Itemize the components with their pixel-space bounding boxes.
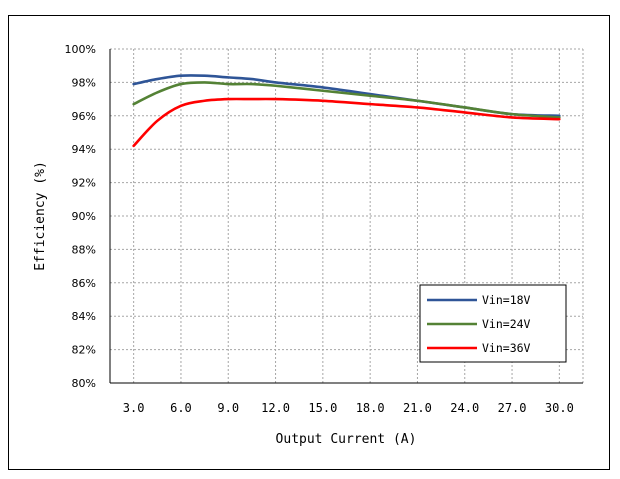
y-tick-label: 96% [72,110,96,123]
x-tick-label: 27.0 [498,401,527,415]
y-tick-label: 88% [72,243,96,256]
x-tick-label: 30.0 [545,401,574,415]
y-tick-label: 80% [72,377,96,390]
x-axis-label: Output Current (A) [276,432,417,447]
series-line-vin-24v [132,81,561,119]
x-tick-label: 21.0 [403,401,432,415]
legend-label-vin-36v: Vin=36V [482,341,531,355]
x-tick-label: 24.0 [450,401,479,415]
x-tick-labels: 3.0 6.0 9.0 12.0 15.0 18.0 21.0 24.0 27.0 30.0 [123,401,574,415]
grid [110,48,584,383]
legend: Vin=18V Vin=24V Vin=36V [419,284,567,363]
y-tick-label: 92% [72,177,96,190]
y-tick-label: 84% [72,310,96,323]
x-tick-label: 9.0 [217,401,239,415]
y-tick-label: 86% [72,277,96,290]
legend-label-vin-24v: Vin=24V [482,317,531,331]
y-tick-labels: 80% 82% 84% 86% 88% 90% 92% 94% 96% 98% 100% [65,43,96,390]
legend-label-vin-18v: Vin=18V [482,293,531,307]
x-tick-label: 18.0 [356,401,385,415]
y-axis-label: Efficiency (%) [33,161,48,271]
y-tick-label: 82% [72,344,96,357]
x-tick-label: 6.0 [170,401,192,415]
y-tick-label: 94% [72,143,96,156]
y-tick-label: 98% [72,76,96,89]
figure-frame [8,15,610,470]
axes [109,49,583,384]
y-tick-label: 90% [72,210,96,223]
x-tick-label: 3.0 [123,401,145,415]
x-tick-label: 12.0 [261,401,290,415]
series-line-vin-36v [132,97,561,148]
x-tick-label: 15.0 [308,401,337,415]
y-tick-label: 100% [65,43,96,56]
series-lines [132,74,561,148]
